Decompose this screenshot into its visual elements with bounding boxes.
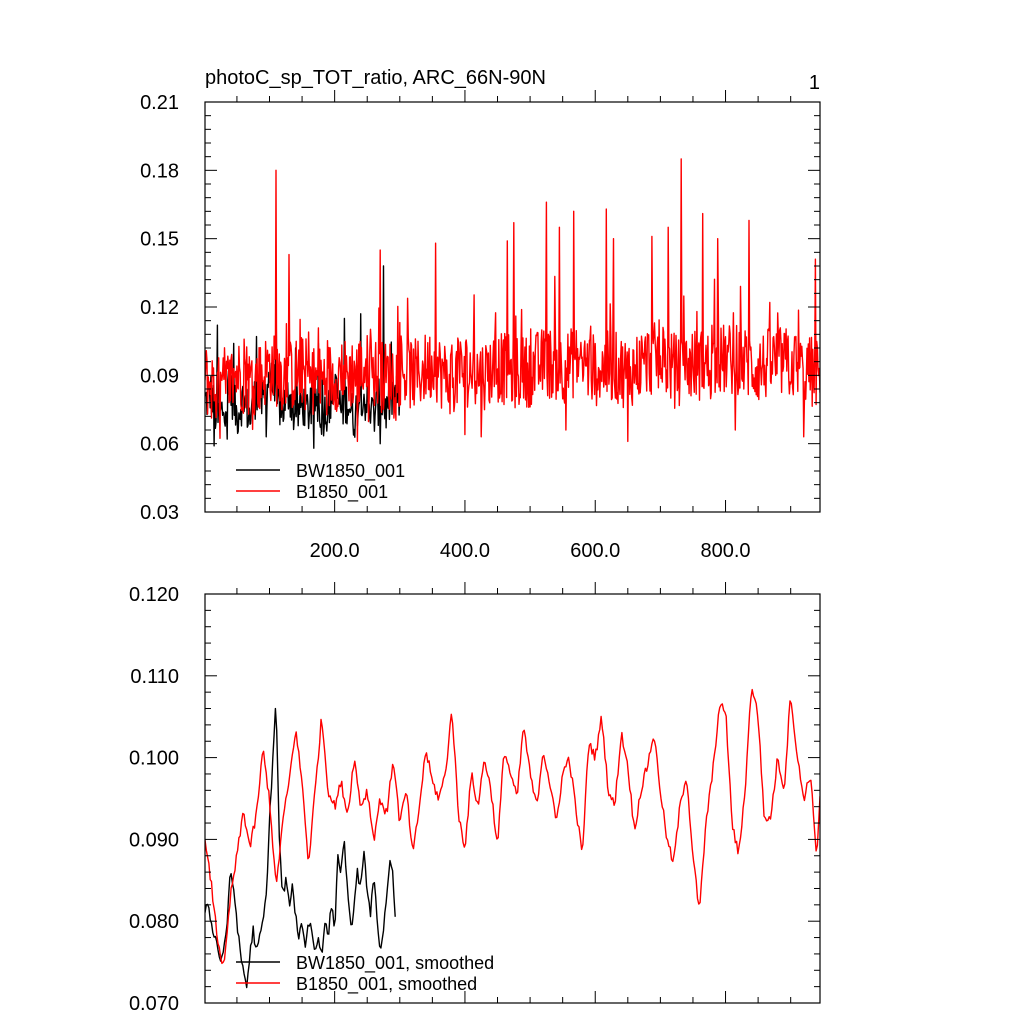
y-tick-label: 0.110 <box>130 666 179 688</box>
y-tick-label: 0.080 <box>129 911 179 933</box>
panel-bottom-series-b1850 <box>205 688 820 965</box>
page-number: 1 <box>809 72 820 94</box>
panel-top-series-group <box>205 158 820 449</box>
panel-bottom-axes: 0.070 0.080 0.090 0.100 0.110 0.120 <box>129 582 821 1015</box>
y-tick-label: 0.15 <box>140 229 179 251</box>
panel-top-series-bw1850 <box>205 265 401 449</box>
panel-bottom-series-bw1850 <box>205 707 396 989</box>
panel-bottom: 0.070 0.080 0.090 0.100 0.110 0.120 BW1850_00… <box>129 582 821 1015</box>
x-tick-label: 800.0 <box>701 540 751 562</box>
panel-bottom-frame <box>204 593 821 1004</box>
y-tick-label: 0.100 <box>129 748 179 770</box>
y-tick-label: 0.090 <box>129 829 179 851</box>
y-tick-label: 0.03 <box>140 502 179 524</box>
panel-top-title: photoC_sp_TOT_ratio, ARC_66N-90N <box>205 67 546 89</box>
panel-top-series-b1850 <box>205 158 820 443</box>
x-tick-label: 400.0 <box>440 540 490 562</box>
panel-top-axes: 200.0 400.0 600.0 800.0 0.03 0.06 0.09 0.12 0.15… <box>140 90 821 562</box>
panel-bottom-series-group <box>205 688 820 989</box>
y-tick-label: 0.12 <box>140 297 179 319</box>
x-tick-label: 200.0 <box>310 540 360 562</box>
y-tick-label: 0.18 <box>140 160 179 182</box>
y-tick-label: 0.120 <box>129 584 179 606</box>
y-tick-label: 0.09 <box>140 365 179 387</box>
legend-label-b1850: B1850_001 <box>296 482 388 503</box>
x-tick-label: 600.0 <box>570 540 620 562</box>
y-tick-label: 0.21 <box>140 92 179 114</box>
panel-top: photoC_sp_TOT_ratio, ARC_66N-90N 200.0 40… <box>140 67 821 562</box>
legend-label-bw1850: BW1850_001, smoothed <box>296 953 494 974</box>
y-tick-label: 0.06 <box>140 434 179 456</box>
legend-label-bw1850: BW1850_001 <box>296 461 405 482</box>
y-tick-label: 0.070 <box>129 993 179 1015</box>
legend-label-b1850: B1850_001, smoothed <box>296 974 477 995</box>
